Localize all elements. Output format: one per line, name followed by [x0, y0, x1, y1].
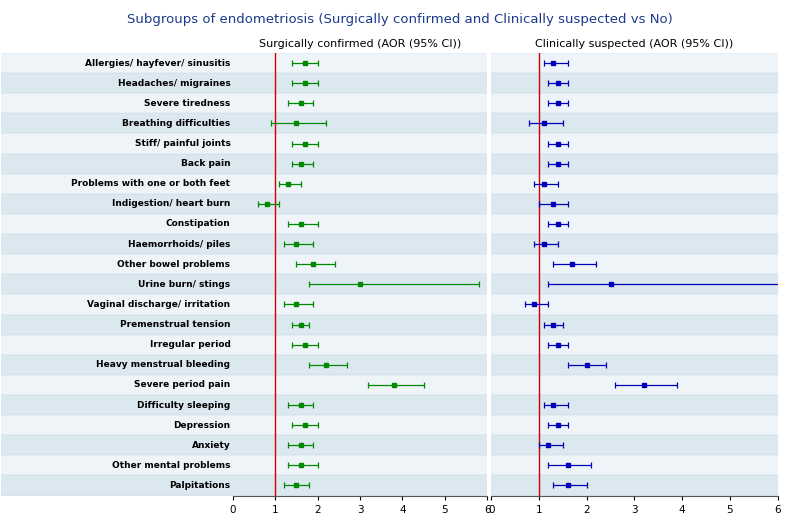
Bar — [233, 174, 487, 194]
Bar — [1, 314, 233, 334]
Bar — [491, 214, 778, 234]
Text: Constipation: Constipation — [166, 219, 230, 228]
Bar — [233, 93, 487, 113]
Bar — [233, 435, 487, 455]
Bar — [491, 113, 778, 134]
Bar — [1, 334, 233, 355]
Bar — [233, 214, 487, 234]
Bar — [491, 395, 778, 415]
Bar — [233, 415, 487, 435]
Text: Vaginal discharge/ irritation: Vaginal discharge/ irritation — [87, 300, 230, 309]
Bar — [491, 355, 778, 375]
Title: Clinically suspected (AOR (95% CI)): Clinically suspected (AOR (95% CI)) — [535, 39, 734, 49]
Text: Headaches/ migraines: Headaches/ migraines — [118, 78, 230, 87]
Bar — [491, 455, 778, 475]
Bar — [1, 375, 233, 395]
Bar — [233, 194, 487, 214]
Bar — [491, 475, 778, 496]
Text: Other mental problems: Other mental problems — [112, 461, 230, 470]
Bar — [233, 294, 487, 314]
Bar — [491, 194, 778, 214]
Bar — [1, 53, 233, 73]
Bar — [1, 194, 233, 214]
Bar — [1, 113, 233, 134]
Bar — [491, 334, 778, 355]
Bar — [491, 314, 778, 334]
Bar — [1, 93, 233, 113]
Bar — [491, 234, 778, 254]
Text: Stiff/ painful joints: Stiff/ painful joints — [134, 139, 230, 148]
Bar — [491, 53, 778, 73]
Bar — [233, 154, 487, 174]
Bar — [1, 73, 233, 93]
Text: Depression: Depression — [174, 421, 230, 430]
Bar — [233, 53, 487, 73]
Text: Severe period pain: Severe period pain — [134, 381, 230, 390]
Text: Haemorrhoids/ piles: Haemorrhoids/ piles — [128, 240, 230, 249]
Text: Irregular period: Irregular period — [150, 340, 230, 349]
Bar — [233, 254, 487, 275]
Bar — [491, 415, 778, 435]
Text: Allergies/ hayfever/ sinusitis: Allergies/ hayfever/ sinusitis — [85, 58, 230, 67]
Text: Other bowel problems: Other bowel problems — [118, 260, 230, 269]
Bar — [233, 134, 487, 154]
Bar — [233, 455, 487, 475]
Bar — [1, 174, 233, 194]
Title: Surgically confirmed (AOR (95% CI)): Surgically confirmed (AOR (95% CI)) — [259, 39, 461, 49]
Bar — [233, 73, 487, 93]
Bar — [233, 234, 487, 254]
Bar — [1, 154, 233, 174]
Bar — [1, 455, 233, 475]
Bar — [1, 234, 233, 254]
Bar — [491, 93, 778, 113]
Text: Back pain: Back pain — [181, 159, 230, 168]
Bar — [1, 134, 233, 154]
Bar — [1, 475, 233, 496]
Bar — [491, 435, 778, 455]
Bar — [491, 275, 778, 294]
Bar — [1, 275, 233, 294]
Bar — [491, 134, 778, 154]
Text: Problems with one or both feet: Problems with one or both feet — [71, 179, 230, 188]
Text: Breathing difficulties: Breathing difficulties — [122, 119, 230, 128]
Text: Urine burn/ stings: Urine burn/ stings — [138, 280, 230, 289]
Bar — [1, 355, 233, 375]
Bar — [233, 395, 487, 415]
Bar — [491, 254, 778, 275]
Text: Premenstrual tension: Premenstrual tension — [120, 320, 230, 329]
Text: Severe tiredness: Severe tiredness — [144, 99, 230, 108]
Bar — [1, 395, 233, 415]
Bar — [491, 174, 778, 194]
Text: Difficulty sleeping: Difficulty sleeping — [138, 401, 230, 410]
Bar — [1, 254, 233, 275]
Bar — [233, 314, 487, 334]
Bar — [1, 435, 233, 455]
Bar — [1, 214, 233, 234]
Bar — [233, 334, 487, 355]
Bar — [233, 375, 487, 395]
Bar — [491, 375, 778, 395]
Text: Indigestion/ heart burn: Indigestion/ heart burn — [112, 199, 230, 208]
Bar — [491, 73, 778, 93]
Bar — [233, 275, 487, 294]
Text: Anxiety: Anxiety — [192, 441, 230, 450]
Bar — [1, 415, 233, 435]
Bar — [233, 113, 487, 134]
Bar — [491, 294, 778, 314]
Bar — [1, 294, 233, 314]
Bar — [491, 154, 778, 174]
Bar — [233, 355, 487, 375]
Text: Palpitations: Palpitations — [170, 481, 230, 490]
Bar — [233, 475, 487, 496]
Text: Subgroups of endometriosis (Surgically confirmed and Clinically suspected vs No): Subgroups of endometriosis (Surgically c… — [127, 13, 673, 26]
Text: Heavy menstrual bleeding: Heavy menstrual bleeding — [97, 360, 230, 369]
